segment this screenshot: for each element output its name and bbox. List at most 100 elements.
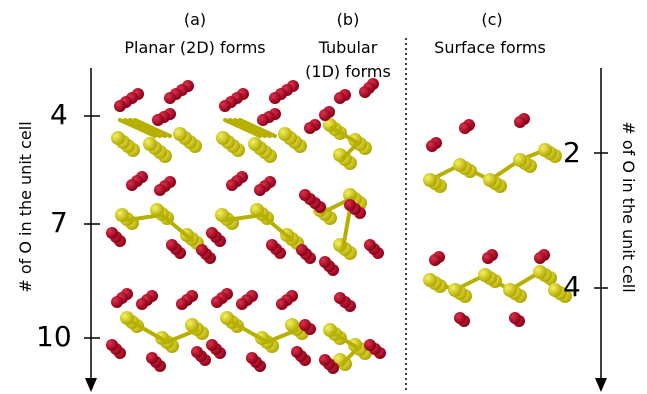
oxygen-atom xyxy=(111,296,123,308)
panel-c-title: Surface forms xyxy=(434,38,546,57)
si-bond xyxy=(341,346,360,365)
si-bond xyxy=(123,118,162,138)
oxygen-atom xyxy=(334,292,346,304)
oxygen-atom xyxy=(276,298,288,310)
oxygen-atom xyxy=(114,100,126,112)
oxygen-atom xyxy=(246,352,258,364)
oxygen-atom xyxy=(226,179,238,191)
oxygen-atom xyxy=(459,122,471,134)
si-bond xyxy=(341,141,360,160)
si-bond xyxy=(128,118,167,138)
silicon-atom xyxy=(453,158,467,172)
oxygen-atom xyxy=(269,92,281,104)
silicon-atom xyxy=(248,137,262,151)
panel-a-title: Planar (2D) forms xyxy=(124,38,266,57)
silicon-atom xyxy=(423,273,437,287)
oxygen-atom xyxy=(211,296,223,308)
silicon-atom xyxy=(548,283,562,297)
oxygen-atom xyxy=(334,92,346,104)
oxygen-atom xyxy=(136,298,148,310)
silicon-atom xyxy=(533,265,547,279)
silicon-atom xyxy=(216,131,230,145)
panel-b-letter: (b) xyxy=(336,10,360,29)
silicon-atom xyxy=(483,173,497,187)
left-tick-label-7: 7 xyxy=(50,206,68,239)
oxygen-atom xyxy=(196,244,208,256)
oxygen-atom xyxy=(291,346,303,358)
oxygen-atom xyxy=(176,298,188,310)
oxygen-atom xyxy=(166,239,178,251)
silicon-atom xyxy=(278,127,292,141)
si-bond xyxy=(260,213,294,242)
oxygen-atom xyxy=(359,86,371,98)
oxygen-atom xyxy=(319,354,331,366)
oxygen-atom xyxy=(299,189,311,201)
si-bond xyxy=(228,118,267,138)
si-bond xyxy=(230,320,269,344)
si-bond xyxy=(165,328,199,344)
silicon-atom xyxy=(143,137,157,151)
oxygen-atom xyxy=(206,227,218,239)
silicon-atom xyxy=(111,131,125,145)
si-bond xyxy=(238,118,277,138)
oxygen-atom xyxy=(266,239,278,251)
si-bond xyxy=(331,331,360,350)
oxygen-atom xyxy=(257,114,269,126)
right-axis-label: # of O in the unit cell xyxy=(619,121,638,293)
left-tick-label-4: 4 xyxy=(50,98,68,131)
si-bond xyxy=(160,213,194,242)
si-bond xyxy=(130,320,169,344)
oxygen-atom xyxy=(206,339,218,351)
oxygen-atom xyxy=(106,339,118,351)
si-bond xyxy=(330,126,360,145)
oxygen-atom xyxy=(164,92,176,104)
oxygen-atom xyxy=(514,116,526,128)
silicon-atom xyxy=(503,283,517,297)
oxygen-atom xyxy=(454,312,466,324)
right-tick-label-2: 2 xyxy=(563,136,581,169)
oxygen-atom xyxy=(236,298,248,310)
left-axis-arrowhead xyxy=(85,378,97,392)
silicon-atom xyxy=(513,153,527,167)
oxygen-atom xyxy=(344,199,356,211)
oxygen-atom xyxy=(296,244,308,256)
si-bond xyxy=(133,118,172,138)
si-bond xyxy=(233,118,272,138)
oxygen-atom xyxy=(364,239,376,251)
panel-b-title-line1: Tubular xyxy=(318,38,378,57)
panel-c-letter: (c) xyxy=(481,10,503,29)
silicon-atom xyxy=(173,127,187,141)
oxygen-atom xyxy=(152,114,164,126)
right-tick-label-4: 4 xyxy=(563,270,581,303)
oxygen-atom xyxy=(482,252,494,264)
oxygen-atom xyxy=(534,252,546,264)
oxygen-atom xyxy=(254,184,266,196)
si-bond xyxy=(223,118,262,138)
oxygen-atom xyxy=(429,254,441,266)
oxygen-atom xyxy=(304,122,316,134)
oxygen-atom xyxy=(154,184,166,196)
oxygen-atom xyxy=(364,339,376,351)
oxygen-atom xyxy=(106,227,118,239)
oxygen-atom xyxy=(191,346,203,358)
si-bond xyxy=(125,213,164,222)
oxygen-atom xyxy=(509,312,521,324)
si-bond xyxy=(118,118,157,138)
silicon-atom xyxy=(215,208,229,222)
silicon-atom xyxy=(448,283,462,297)
oxygen-atom xyxy=(219,100,231,112)
oxygen-atom xyxy=(319,109,331,121)
oxygen-atom xyxy=(126,179,138,191)
panel-b-title-line2: (1D) forms xyxy=(305,62,391,81)
left-tick-label-10: 10 xyxy=(36,320,72,353)
oxygen-atom xyxy=(319,256,331,268)
right-axis-arrowhead xyxy=(595,378,607,392)
panel-a-letter: (a) xyxy=(183,10,207,29)
oxygen-atom xyxy=(146,352,158,364)
silicon-atom xyxy=(478,268,492,282)
silicon-atom xyxy=(538,143,552,157)
left-axis-label: # of O in the unit cell xyxy=(16,121,35,293)
oxygen-atom xyxy=(299,319,311,331)
silicon-atom xyxy=(115,208,129,222)
